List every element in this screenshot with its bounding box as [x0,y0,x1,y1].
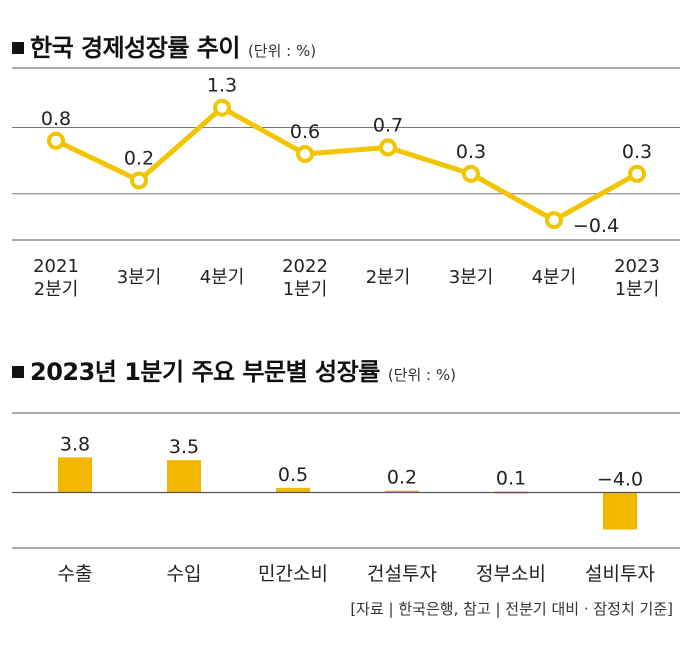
line-chart-x-tick-label: 3분기 [117,267,162,288]
line-chart-point [462,164,480,183]
bar-chart-x-tick-label: 수출 [58,563,93,585]
line-chart-data-label: 0.6 [290,121,320,143]
line-chart-x-tick-label: 2분기 [366,267,411,288]
line-chart-data-label: 0.3 [622,141,652,163]
bar-chart-data-label: 0.5 [278,464,308,486]
line-chart-x-tick-label: 4분기 [200,267,245,288]
line-chart-x-tick-label: 2분기 [34,279,79,300]
line-chart-point [47,131,65,150]
title-bullet-icon [12,366,24,378]
bar-chart-bar [167,460,201,493]
bar-chart-bar [58,457,92,493]
line-chart-data-label: 0.2 [124,147,154,169]
bar-chart-x-tick-label: 민간소비 [258,563,328,585]
line-chart-point [213,98,231,117]
bar-chart-bar [385,490,419,493]
line-chart-point [545,211,563,230]
line-chart-x-tick-label: 4분기 [532,267,577,288]
line-chart-series-line [53,105,640,223]
line-chart-point [628,164,646,183]
line-chart-title-row: 한국 경제성장률 추이 (단위 : %) [12,28,316,63]
bar-chart-data-label: 3.5 [169,436,199,458]
bar-chart-x-tick-label: 설비투자 [585,563,655,585]
bar-chart-bar [603,492,637,530]
bar-chart-bar [276,487,310,493]
line-chart-point [379,138,397,157]
line-chart-x-tick-label: 3분기 [449,267,494,288]
bar-chart-data-label: 0.2 [387,467,417,489]
line-chart-data-label: −0.4 [573,215,619,237]
bar-chart-data-label: 0.1 [496,468,526,490]
line-chart-data-label: 0.8 [41,108,71,130]
title-bullet-icon [12,42,24,54]
line-chart-title: 한국 경제성장률 추이 [30,34,240,62]
bar-chart-x-tick-label: 정부소비 [476,563,546,585]
line-chart-x-tick-label: 1분기 [283,279,328,300]
bar-chart-unit: (단위 : %) [387,366,456,384]
bar-chart-x-tick-label: 건설투자 [367,563,437,585]
bar-chart-data-label: −4.0 [597,469,643,491]
line-chart-data-label: 1.3 [207,75,237,97]
line-chart-data-label: 0.7 [373,114,403,136]
bar-chart-title: 2023년 1분기 주요 부문별 성장률 [30,358,380,386]
bar-chart-title-row: 2023년 1분기 주요 부문별 성장률 (단위 : %) [12,352,456,387]
line-chart-x-tick-label: 2023 [614,256,660,277]
line-chart-unit: (단위 : %) [247,42,317,60]
line-chart-data-label: 0.3 [456,141,486,163]
line-chart-x-tick-label: 2021 [33,256,79,277]
line-chart-point [130,171,148,190]
line-chart-x-tick-label: 2022 [282,256,328,277]
bar-chart-data-label: 3.8 [60,433,90,455]
line-chart-x-tick-label: 1분기 [615,279,660,300]
line-chart-point [296,145,314,163]
bar-chart-x-tick-label: 수입 [167,563,202,585]
source-note: [자료 | 한국은행, 참고 | 전분기 대비 · 잠정치 기준] [350,600,673,618]
